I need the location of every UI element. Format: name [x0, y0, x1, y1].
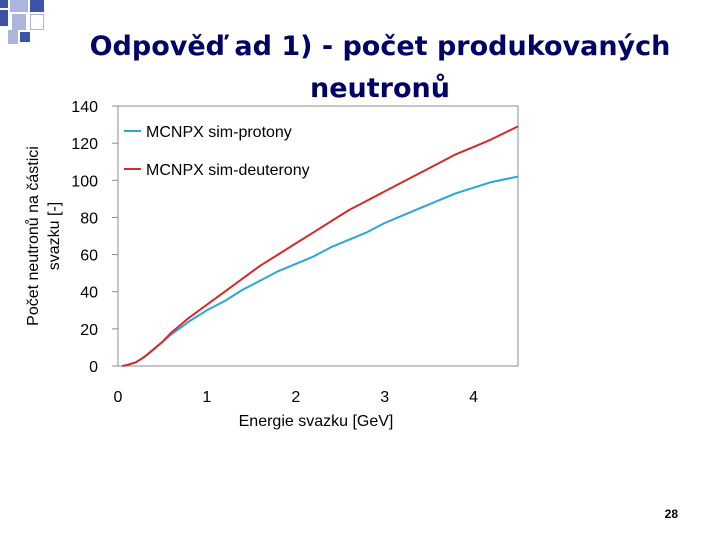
corner-square-5 — [12, 14, 26, 30]
series-line-2 — [122, 125, 519, 367]
y-axis-label-line-1: Počet neutronů na částici — [24, 146, 42, 326]
x-tick-label: 0 — [114, 389, 123, 406]
corner-square-3 — [30, 0, 44, 12]
y-tick-label: 40 — [80, 285, 98, 302]
y-tick-label: 140 — [71, 99, 98, 116]
y-tick-label: 120 — [71, 136, 98, 153]
y-tick-label: 80 — [80, 210, 98, 227]
y-tick-label: 20 — [80, 322, 98, 339]
corner-square-4 — [0, 10, 8, 26]
x-tick-label: 4 — [469, 389, 478, 406]
x-axis-label: Energie svazku [GeV] — [239, 413, 394, 430]
y-tick-label: 0 — [89, 359, 98, 376]
corner-square-6 — [30, 14, 44, 30]
x-tick-label: 1 — [202, 389, 211, 406]
legend-label-2: MCNPX sim-deuterony — [146, 162, 310, 179]
legend-label-1: MCNPX sim-protony — [146, 124, 292, 141]
series-line-1 — [122, 175, 519, 367]
x-tick-label: 2 — [291, 389, 300, 406]
slide-title: Odpověď ad 1) - počet produkovaných neut… — [89, 31, 671, 100]
y-tick-label: 100 — [71, 173, 98, 190]
y-axis-label-line-2: svazku [-] — [46, 202, 63, 270]
corner-square-2 — [10, 0, 28, 12]
x-tick-label: 3 — [380, 389, 389, 406]
corner-square-7 — [8, 30, 18, 44]
corner-square-1 — [0, 0, 8, 8]
corner-square-8 — [20, 32, 30, 42]
y-tick-label: 60 — [80, 248, 98, 265]
y-axis-label: Počet neutronů na částici svazku [-] — [24, 146, 63, 326]
slide-number: 28 — [664, 507, 678, 521]
plot-area — [117, 105, 519, 367]
